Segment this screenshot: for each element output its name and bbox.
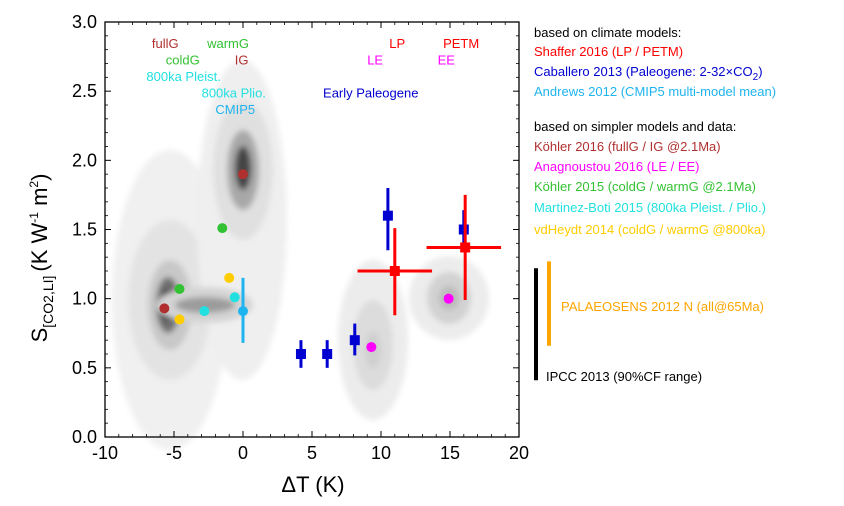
x-tick-label: -10 (92, 443, 118, 463)
legend-vdheydt: vdHeydt 2014 (coldG / warmG @800ka) (534, 222, 765, 237)
legend-caballero-end: ) (758, 64, 762, 79)
x-tick-label: 0 (238, 443, 248, 463)
annotation-cmip5: CMIP5 (215, 102, 255, 117)
vdheydt-2014-point (224, 272, 235, 283)
data-points (159, 169, 502, 368)
legend-caballero-main: Caballero 2013 (Paleogene: 2-32×CO (534, 64, 753, 79)
y-axis-exp2: 2 (27, 181, 41, 188)
vdheydt-2014-point (174, 314, 185, 325)
legend-palaeosens: PALAEOSENS 2012 N (all@65Ma) (561, 299, 764, 314)
x-tick-label: 10 (371, 443, 391, 463)
annotation-ig: IG (235, 52, 249, 67)
y-tick-label: 0.5 (72, 358, 97, 378)
shaffer-2016-point (389, 266, 400, 276)
x-tick-label: 5 (307, 443, 317, 463)
point-annotations: fullG warmG coldG IG 800ka Pleist. 800ka Plio… (146, 36, 479, 117)
legend: based on climate models: Shaffer 2016 (L… (534, 25, 776, 384)
legend-kohler2015: Köhler 2015 (coldG / warmG @2.1Ma) (534, 179, 756, 194)
annotation-800ka-pleist-: 800ka Pleist. (146, 69, 220, 84)
legend-anagnoustou: Anagnoustou 2016 (LE / EE) (534, 159, 700, 174)
annotation-warmg: warmG (206, 36, 249, 51)
anagnoustou-2016-point (443, 293, 454, 304)
k-hler-2016-point (238, 169, 248, 180)
legend-caballero-sub: 2 (753, 72, 759, 83)
annotation-coldg: coldG (166, 52, 200, 67)
martinez-boti-2015-point (199, 306, 210, 317)
anagnoustou-2016-point (366, 342, 377, 353)
x-tick-label: 20 (509, 443, 529, 463)
legend-kohler2016: Köhler 2016 (fullG / IG @2.1Ma) (534, 139, 721, 154)
y-tick-label: 1.5 (72, 220, 97, 240)
annotation-800ka-plio-: 800ka Plio. (202, 86, 266, 101)
annotation-ee: EE (438, 52, 456, 67)
plot-axes: -10 -5 0 5 10 15 20 0.0 0.5 1.0 1.5 2.0 2.5 3.0 (72, 12, 529, 463)
caballero-2013-point (295, 349, 306, 359)
legend-shaffer: Shaffer 2016 (LP / PETM) (534, 44, 683, 59)
annotation-petm: PETM (443, 36, 479, 51)
annotation-early-paleogene: Early Paleogene (323, 86, 418, 101)
legend-simple-header: based on simpler models and data: (534, 119, 736, 134)
andrews-2012-point (238, 306, 248, 317)
k-hler-2015-point (174, 283, 185, 294)
caballero-2013-point (382, 210, 393, 221)
legend-ipcc: IPCC 2013 (90%CF range) (546, 369, 702, 384)
k-hler-2016-point (159, 303, 170, 314)
legend-caballero: Caballero 2013 (Paleogene: 2-32×CO2) (534, 64, 763, 83)
caballero-2013-point (349, 335, 360, 346)
y-axis-subscript: [CO2,LI] (40, 276, 56, 328)
y-axis-units: (K W (27, 222, 52, 271)
x-tick-label: 15 (440, 443, 460, 463)
y-tick-label: 1.0 (72, 289, 97, 309)
y-tick-label: 2.5 (72, 81, 97, 101)
y-axis-symbol: S (27, 328, 52, 343)
annotation-fullg: fullG (152, 36, 179, 51)
legend-climate-header: based on climate models: (534, 25, 681, 40)
y-axis-units-mid: m (27, 188, 52, 212)
density-background (112, 60, 489, 450)
y-axis-units-end: ) (27, 174, 52, 181)
y-tick-label: 3.0 (72, 12, 97, 32)
y-axis-exp1: -1 (27, 212, 41, 223)
annotation-lp: LP (389, 36, 405, 51)
y-tick-label: 2.0 (72, 150, 97, 170)
y-axis-title: S[CO2,LI] (K W-1 m2) (27, 174, 56, 343)
legend-martinez: Martinez-Boti 2015 (800ka Pleist. / Plio… (534, 200, 766, 215)
y-tick-label: 0.0 (72, 427, 97, 447)
k-hler-2015-point (217, 223, 228, 234)
svg-text:S[CO2,LI](K W-1 m2): S[CO2,LI] (K W-1 m2) (27, 174, 56, 343)
sensitivity-ranges (534, 261, 551, 381)
martinez-boti-2015-point (229, 292, 240, 303)
shaffer-2016-point (460, 242, 471, 253)
x-tick-label: -5 (166, 443, 182, 463)
x-axis-title: ΔT (K) (281, 472, 344, 497)
annotation-le: LE (367, 52, 383, 67)
legend-andrews: Andrews 2012 (CMIP5 multi-model mean) (534, 84, 776, 99)
caballero-2013-point (322, 349, 333, 359)
